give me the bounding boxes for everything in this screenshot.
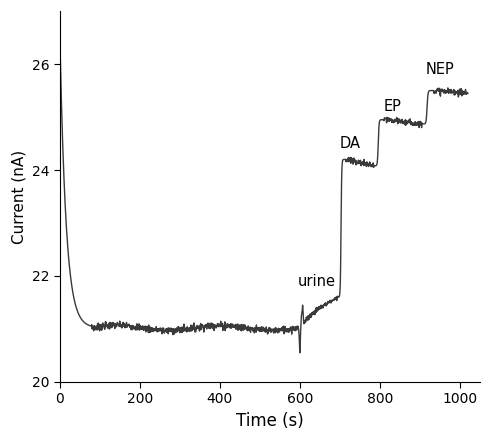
Text: NEP: NEP	[426, 62, 455, 77]
Text: urine: urine	[298, 274, 336, 289]
Text: DA: DA	[340, 136, 361, 152]
Y-axis label: Current (nA): Current (nA)	[11, 149, 26, 243]
Text: EP: EP	[384, 99, 402, 114]
X-axis label: Time (s): Time (s)	[236, 412, 303, 430]
